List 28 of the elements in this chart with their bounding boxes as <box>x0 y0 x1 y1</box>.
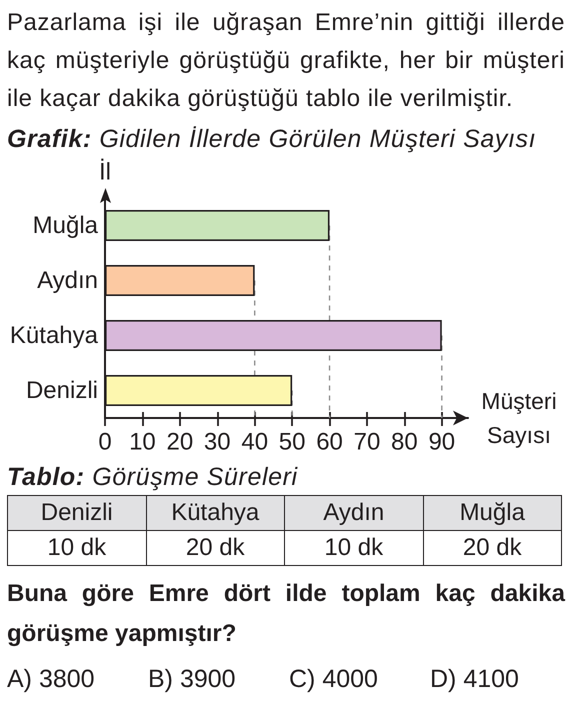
x-tick-label: 70 <box>354 428 380 456</box>
category-label: Muğla <box>423 496 562 530</box>
x-axis-title: Müşteri Sayısı <box>481 388 557 448</box>
y-axis-title: İl <box>99 158 111 186</box>
text: Buna göre Emre dört ilde toplam kaç dakika görüşme yapmıştır? <box>7 579 565 649</box>
x-tick-label: 90 <box>428 428 456 456</box>
category-label: Kütahya <box>146 496 284 530</box>
x-tick-label: 0 <box>98 428 112 456</box>
y-tick-label: Denizli <box>26 377 98 404</box>
data-label: 20 dk <box>146 530 284 566</box>
y-tick-label: Kütahya <box>10 322 99 349</box>
x-tick-label: 40 <box>241 428 268 456</box>
x-tick-label: 80 <box>391 428 418 456</box>
text: Pazarlama işi ile uğraşan Emre’nin gittiği illerde kaç müşteriyle görüştüğü grafikte, her bir müşteri ile kaçar dakika görüştüğü tablo ile verilmiştir. <box>7 8 565 114</box>
data-label: 20 dk <box>423 530 562 566</box>
x-tick-label: 60 <box>316 428 343 456</box>
y-tick-label: Muğla <box>32 212 99 239</box>
x-tick-label: 10 <box>129 428 156 456</box>
text: A) 3800 B) 3900 C) 4000 D) 4100 <box>7 664 519 694</box>
y-tick-label: Aydın <box>37 267 98 294</box>
x-tick-label: 30 <box>204 428 231 456</box>
chart-title: Grafik: Gidilen İllerde Görülen Müşteri Sayısı <box>7 124 536 154</box>
data-label: 10 dk <box>8 530 146 566</box>
data-label: 10 dk <box>284 530 423 566</box>
text: Tablo: Görüşme Süreleri <box>7 462 298 492</box>
category-label: Aydın <box>284 496 423 530</box>
x-tick-label: 50 <box>278 428 306 456</box>
x-tick-label: 20 <box>166 428 194 456</box>
